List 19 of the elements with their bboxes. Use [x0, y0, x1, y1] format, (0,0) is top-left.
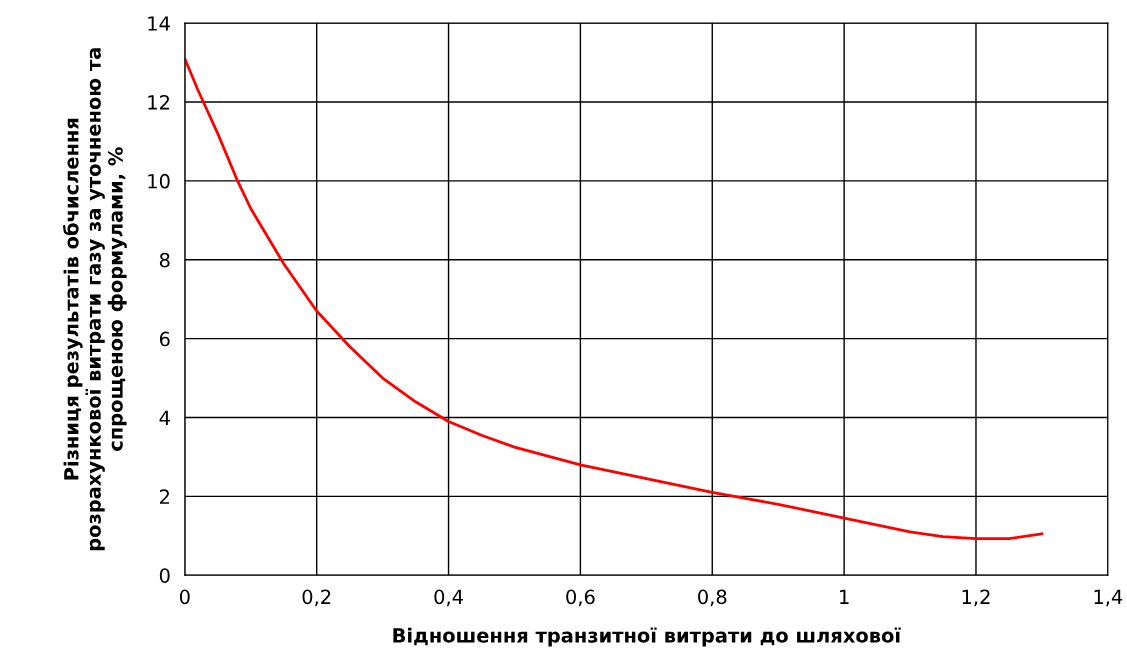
x-tick-label: 0 [179, 589, 190, 605]
y-tick-label: 2 [159, 489, 169, 504]
x-tick-label: 1,4 [1094, 589, 1123, 607]
y-tick-label: 8 [159, 252, 170, 268]
y-tick-label: 14 [148, 16, 170, 31]
x-tick-label: 1,2 [962, 589, 990, 607]
line-series [184, 57, 1044, 540]
x-tick-label: 0,2 [302, 589, 331, 607]
y-tick-label: 6 [159, 331, 170, 347]
x-tick-label: 0,4 [434, 589, 463, 607]
y-tick-label: 4 [159, 410, 170, 425]
y-tick-label: 12 [148, 95, 169, 110]
y-tick-label: 10 [148, 173, 170, 189]
y-tick-label: 0 [159, 568, 170, 583]
y-axis-title: Різниця результатів обчислення розрахункової витрати газу за уточненою та спрощеною формулами, % [62, 48, 127, 551]
x-axis-title: Відношення транзитної витрати до шляхової [393, 627, 901, 647]
x-tick-label: 1 [840, 589, 849, 604]
x-tick-label: 0,8 [698, 589, 727, 607]
x-tick-label: 0,6 [566, 589, 595, 607]
